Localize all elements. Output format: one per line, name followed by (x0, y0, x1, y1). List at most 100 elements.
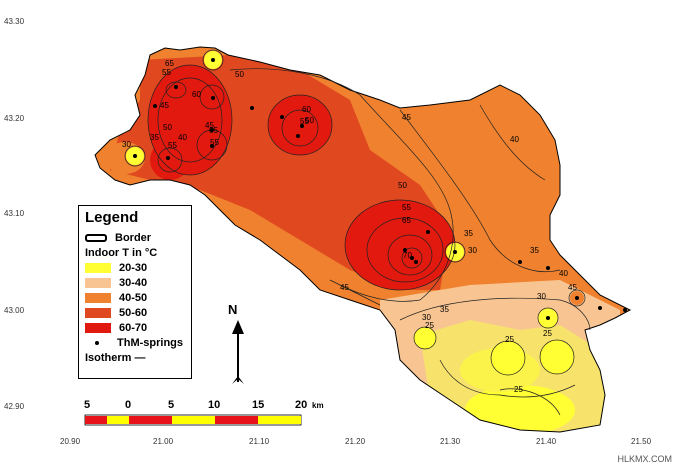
isotherm-label: 30 (122, 140, 131, 149)
legend-class-row: 20-30 (85, 260, 185, 275)
thermal-springs (133, 58, 627, 320)
isotherm-labels: 6555506045354045305550655560555045405055… (122, 59, 577, 394)
legend-isotherm-label: Isotherm — (85, 351, 146, 364)
spring-point (518, 260, 522, 264)
isotherm-label: 25 (514, 385, 523, 394)
lat-tick: 43.20 (4, 114, 25, 123)
spring-point (623, 308, 627, 312)
spring-point (210, 144, 214, 148)
class-swatch (85, 262, 111, 273)
spring-point (453, 250, 457, 254)
border-swatch-icon (85, 233, 107, 242)
legend-class-row: 50-60 (85, 305, 185, 320)
scale-bar: 5 0 5 10 15 20 km (84, 399, 324, 426)
isotherm-label: 45 (205, 121, 214, 130)
spring-point (296, 134, 300, 138)
lon-tick: 20.90 (60, 437, 81, 446)
isotherm-label: 40 (559, 269, 568, 278)
lon-tick: 21.20 (345, 437, 366, 446)
isotherm-label: 50 (235, 70, 244, 79)
isotherm-label: 45 (402, 113, 411, 122)
spring-point (210, 128, 214, 132)
isotherm-label: 25 (425, 321, 434, 330)
class-swatch (85, 307, 111, 318)
legend-border-label: Border (115, 231, 152, 244)
isotherm-label: 25 (505, 335, 514, 344)
spring-point (174, 85, 178, 89)
spring-point (546, 266, 550, 270)
legend-indoor-label: Indoor T in °C (85, 246, 158, 259)
lon-tick: 21.10 (249, 437, 270, 446)
spring-point (414, 260, 418, 264)
legend: Legend Border Indoor T in °C 20-30 30-40… (78, 205, 192, 379)
scale-unit: km (312, 401, 324, 410)
spring-point (300, 124, 304, 128)
legend-isotherm-row: Isotherm — (85, 350, 185, 365)
legend-springs-label: ThM-springs (117, 336, 183, 349)
spring-point (598, 306, 602, 310)
isotherm-label: 35 (440, 305, 449, 314)
isotherm-label: 35 (150, 133, 159, 142)
isotherm-lines (124, 49, 591, 416)
lon-tick: 21.00 (153, 437, 174, 446)
spring-point (575, 296, 579, 300)
latitude-ticks: 43.30 43.20 43.10 43.00 42.90 (4, 17, 25, 411)
isotherm-label: 55 (300, 117, 309, 126)
spring-point (153, 104, 157, 108)
legend-class-row: 40-50 (85, 290, 185, 305)
lon-tick: 21.30 (440, 437, 461, 446)
legend-class-row: 60-70 (85, 320, 185, 335)
scale-label: 0 (125, 399, 131, 411)
class-label: 50-60 (119, 306, 148, 319)
spring-point (546, 316, 550, 320)
legend-indoor-row: Indoor T in °C (85, 245, 185, 260)
spring-point (426, 230, 430, 234)
isotherm-label: 25 (543, 329, 552, 338)
spring-point (280, 115, 284, 119)
isotherm-label: 50 (163, 123, 172, 132)
legend-border-row: Border (85, 230, 185, 245)
scale-label: 20 (295, 399, 307, 411)
isotherm-label: 65 (165, 59, 174, 68)
spring-point (166, 156, 170, 160)
isotherm-label: 60 (302, 105, 311, 114)
class-label: 60-70 (119, 321, 148, 334)
isotherm-label: 55 (168, 141, 177, 150)
class-label: 30-40 (119, 276, 148, 289)
longitude-ticks: 20.90 21.00 21.10 21.20 21.30 21.40 21.5… (60, 437, 652, 446)
isotherm-label: 55 (402, 203, 411, 212)
isotherm-label: 30 (537, 292, 546, 301)
spring-point (403, 248, 407, 252)
class-label: 40-50 (119, 291, 148, 304)
spring-point (133, 154, 137, 158)
lat-tick: 43.10 (4, 209, 25, 218)
isotherm-label: 55 (162, 68, 171, 77)
spring-dot-icon (95, 340, 99, 345)
spring-point (211, 96, 215, 100)
isotherm-label: 65 (402, 216, 411, 225)
isotherm-label: 45 (568, 283, 577, 292)
lat-tick: 43.00 (4, 306, 25, 315)
class-label: 20-30 (119, 261, 148, 274)
legend-springs-row: ThM-springs (85, 335, 185, 350)
lon-tick: 21.40 (536, 437, 557, 446)
scale-label: 5 (168, 399, 174, 411)
spring-point (250, 106, 254, 110)
north-label: N (228, 302, 238, 317)
isotherm-label: 35 (464, 229, 473, 238)
isotherm-label: 60 (192, 90, 201, 99)
scale-label: 5 (84, 399, 90, 411)
credit-text: HLKMX.COM (617, 454, 672, 464)
isotherm-label: 45 (160, 101, 169, 110)
isotherm-label: 30 (422, 313, 431, 322)
lat-tick: 42.90 (4, 402, 25, 411)
isotherm-label: 30 (468, 246, 477, 255)
isotherm-label: 70 (403, 251, 412, 260)
isotherm-label: 35 (530, 246, 539, 255)
north-arrow-icon (232, 320, 244, 384)
isotherm-label: 45 (340, 283, 349, 292)
isotherm-label: 55 (210, 138, 219, 147)
isotherm-label: 50 (398, 181, 407, 190)
spring-point (410, 256, 414, 260)
